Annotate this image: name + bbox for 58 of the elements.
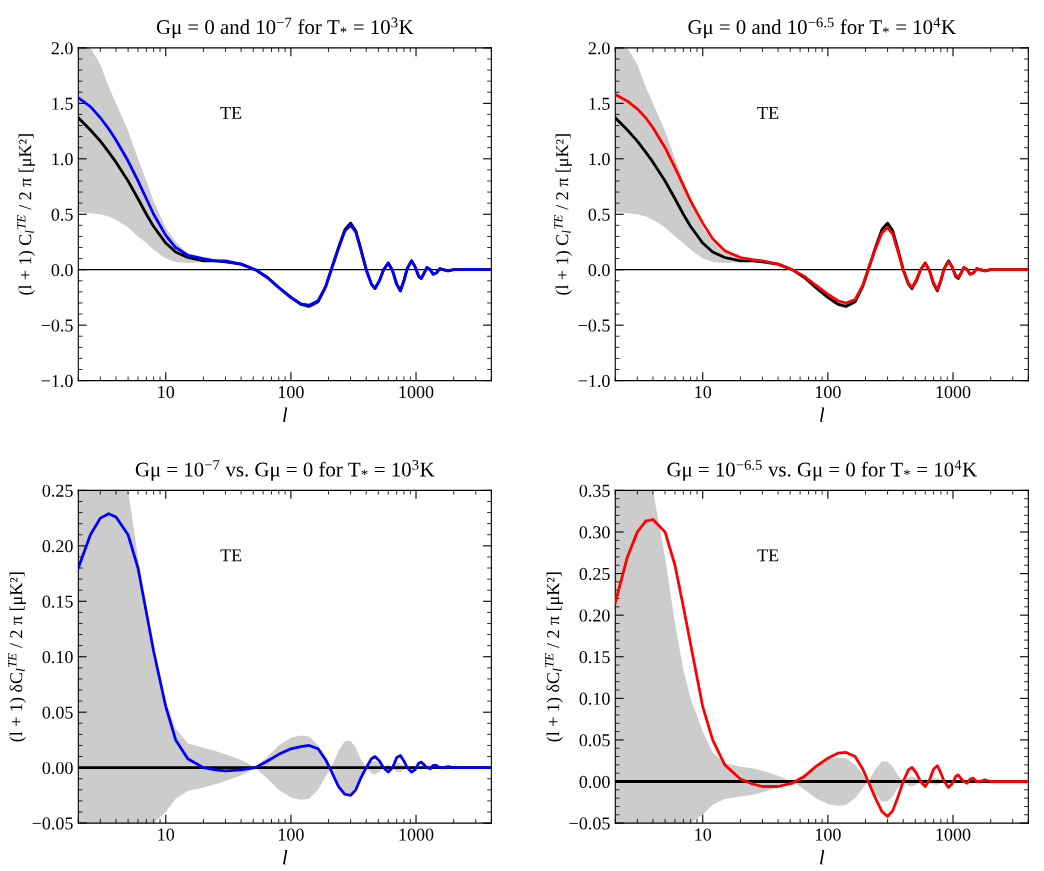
x-tick-label: 10 (695, 828, 712, 841)
y-tick-label: 0.0 (51, 263, 73, 277)
y-tick-label: −0.05 (569, 817, 610, 830)
x-axis-title: l (283, 407, 288, 422)
x-tick-label: 1000 (399, 385, 434, 399)
y-tick-label: 1.0 (589, 153, 610, 166)
y-axis-title: (l + 1) C$_{l}$$^{TE}$ / 2 π [μK²] (17, 134, 36, 295)
y-tick-label: −0.05 (32, 817, 73, 830)
x-tick-label: 10 (158, 385, 175, 399)
y-tick-label: −1.0 (41, 374, 73, 388)
annotation: TE (757, 549, 779, 562)
annotation: TE (220, 549, 242, 562)
y-tick-label: 0.15 (579, 651, 610, 664)
y-tick-label: 0.0 (588, 263, 610, 277)
y-tick-label: 0.05 (579, 734, 610, 747)
y-tick-label: 0.15 (42, 595, 73, 608)
chart-title: Gμ = 10$^{−6.5}$ vs. Gμ = 0 for T$_{*}$ = 10$^{4}$K (667, 460, 977, 481)
y-tick-label: 0.00 (579, 775, 610, 789)
y-tick-label: 0.5 (588, 208, 610, 221)
y-tick-label: 0.00 (42, 761, 73, 775)
y-tick-label: 0.10 (579, 692, 610, 705)
chart-title: Gμ = 0 and 10$^{−6.5}$ for T$_{*}$ = 10$^{4}$K (688, 17, 956, 39)
annotation: TE (757, 106, 779, 119)
y-tick-label: 1.5 (52, 97, 73, 110)
y-tick-label: 0.25 (579, 567, 610, 581)
x-tick-label: 100 (815, 828, 841, 841)
annotation: TE (220, 106, 242, 119)
x-axis-title: l (820, 849, 825, 865)
x-axis-title: l (820, 407, 825, 422)
y-tick-label: −1.0 (578, 374, 610, 388)
y-axis-title: (l + 1) δC$_{l}$$^{TE}$ / 2 π [μK²] (8, 572, 26, 742)
y-tick-label: −0.5 (41, 319, 73, 332)
x-tick-label: 1000 (936, 828, 971, 841)
x-tick-label: 100 (278, 828, 304, 841)
y-tick-label: 2.0 (588, 42, 610, 55)
chart-title: Gμ = 10$^{−7}$ vs. Gμ = 0 for T$_{*}$ = 10$^{3}$K (135, 460, 435, 481)
x-axis-title: l (283, 849, 288, 865)
y-tick-label: 0.10 (42, 651, 73, 664)
y-axis-title: (l + 1) C$_{l}$$^{TE}$ / 2 π [μK²] (554, 134, 572, 295)
y-tick-label: 0.20 (42, 540, 73, 553)
y-tick-label: 0.05 (42, 706, 73, 719)
x-tick-label: 10 (695, 385, 712, 399)
x-tick-label: 100 (278, 385, 304, 399)
y-tick-label: 1.5 (589, 97, 610, 110)
y-tick-label: 0.5 (51, 208, 73, 221)
x-tick-label: 1000 (936, 385, 971, 399)
y-tick-label: 1.0 (52, 153, 73, 166)
y-axis-title: (l + 1) δC$_{l}$$^{TE}$ / 2 π [μK²] (545, 572, 563, 742)
x-tick-label: 100 (815, 385, 841, 399)
y-tick-label: 0.25 (42, 484, 73, 497)
y-tick-label: 2.0 (51, 42, 73, 55)
chart-title: Gμ = 0 and 10$^{−7}$ for T$_{*}$ = 10$^{3}$K (156, 17, 414, 39)
y-tick-label: 0.30 (579, 526, 610, 539)
x-tick-label: 1000 (399, 828, 434, 841)
y-tick-label: −0.5 (578, 319, 610, 332)
x-tick-label: 10 (158, 828, 175, 841)
y-tick-label: 0.35 (579, 484, 610, 497)
y-tick-label: 0.20 (579, 609, 610, 622)
